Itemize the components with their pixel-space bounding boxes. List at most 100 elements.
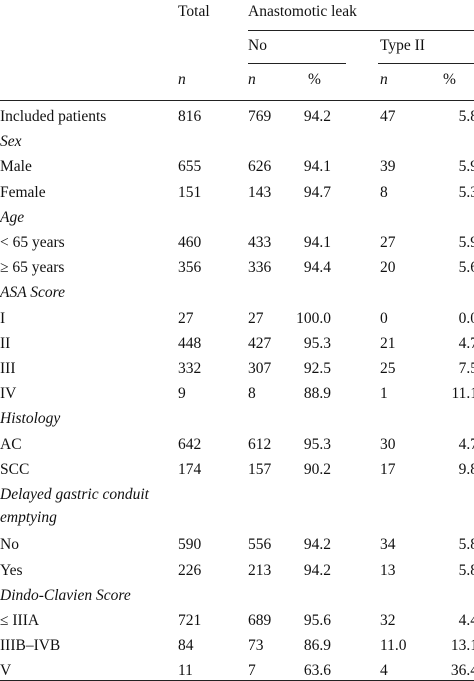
cell: 769 — [248, 108, 272, 125]
cell: 8 — [248, 385, 256, 403]
cell: 655 — [178, 158, 202, 176]
cell: 7 — [248, 662, 256, 680]
cell: 86.9 — [303, 637, 331, 655]
cell: 32 — [380, 612, 396, 629]
rule — [378, 63, 474, 64]
cell: 20 — [380, 259, 396, 277]
unit-header: n — [178, 71, 186, 88]
cell: 5.8 — [458, 561, 474, 579]
cell: 27 — [248, 309, 264, 327]
cell: 27 — [178, 309, 194, 327]
cell: 5.9 — [458, 234, 474, 251]
cell: 88.9 — [303, 385, 331, 403]
section-label: Histology — [0, 410, 61, 428]
cell: 4 — [380, 662, 388, 680]
cell: 94.4 — [303, 259, 331, 277]
cell: 73 — [248, 637, 264, 655]
cell: 5.3 — [458, 183, 474, 201]
cell: 721 — [178, 612, 202, 629]
rule — [0, 100, 474, 101]
cell: 95.3 — [303, 334, 331, 352]
cell: 90.2 — [303, 460, 331, 478]
row-label: Female — [0, 183, 46, 201]
cell: 94.1 — [303, 158, 331, 176]
cell: 143 — [248, 183, 272, 201]
cell: 7.5 — [458, 360, 474, 377]
cell: 9 — [178, 385, 186, 403]
cell: 8 — [380, 183, 388, 201]
cell: 626 — [248, 158, 272, 176]
cell: 94.7 — [303, 183, 331, 201]
cell: 13 — [380, 561, 396, 579]
cell: 94.1 — [303, 234, 331, 251]
cell: 84 — [178, 637, 194, 655]
cell: 21 — [380, 334, 396, 352]
cell: 226 — [178, 561, 202, 579]
cell: 13.1 — [450, 637, 474, 655]
row-label: AC — [0, 435, 22, 453]
cell: 36.4 — [450, 662, 474, 680]
cell: 460 — [178, 234, 202, 251]
cell: 0 — [380, 309, 388, 327]
row-label: Male — [0, 158, 32, 176]
cell: 556 — [248, 536, 272, 554]
row-label: SCC — [0, 460, 30, 478]
unit-header: % — [308, 71, 321, 88]
unit-header: n — [248, 71, 256, 88]
cell: 25 — [380, 360, 396, 377]
cell: 4.7 — [458, 334, 474, 352]
cell: 17 — [380, 460, 396, 478]
cell: 39 — [380, 158, 396, 176]
row-label: V — [0, 662, 12, 680]
cell: 92.5 — [303, 360, 331, 377]
rule — [248, 63, 346, 64]
cell: 213 — [248, 561, 272, 579]
row-label: I — [0, 309, 6, 327]
cell: 433 — [248, 234, 272, 251]
group-header: Anastomotic leak — [248, 3, 357, 20]
section-label: Delayed gastric conduit emptying — [0, 486, 149, 526]
unit-header: n — [380, 71, 388, 88]
cell: 448 — [178, 334, 202, 352]
row-label: IV — [0, 385, 17, 403]
row-label: ≥ 65 years — [0, 259, 65, 277]
row-label: II — [0, 334, 11, 352]
cell: 307 — [248, 360, 272, 377]
rule — [248, 30, 474, 31]
row-label: Yes — [0, 561, 23, 579]
row-label: No — [0, 536, 19, 554]
cell: 612 — [248, 435, 272, 453]
cell: 5.8 — [458, 536, 474, 554]
cell: 11.0 — [380, 637, 407, 655]
cell: 1 — [380, 385, 388, 403]
row-label: IIIB–IVB — [0, 637, 61, 655]
cell: 5.8 — [458, 108, 474, 125]
col-header: No — [248, 37, 267, 54]
section-label: Dindo-Clavien Score — [0, 586, 131, 604]
cell: 9.8 — [458, 460, 474, 478]
row-label: < 65 years — [0, 234, 65, 251]
cell: 174 — [178, 460, 202, 478]
row-label: Included patients — [0, 108, 107, 125]
cell: 63.6 — [303, 662, 331, 680]
cell: 27 — [380, 234, 396, 251]
cell: 11.1 — [451, 385, 474, 403]
cell: 590 — [178, 536, 202, 554]
cell: 94.2 — [303, 561, 331, 579]
row-label: ≤ IIIA — [0, 612, 40, 629]
cell: 95.6 — [303, 612, 331, 629]
unit-header: % — [443, 71, 456, 88]
cell: 336 — [248, 259, 272, 277]
section-label: Age — [0, 208, 25, 226]
cell: 816 — [178, 108, 202, 125]
cell: 4.4 — [458, 612, 474, 629]
cell: 0.0 — [458, 309, 474, 327]
cell: 332 — [178, 360, 202, 377]
cell: 95.3 — [303, 435, 331, 453]
cell: 157 — [248, 460, 272, 478]
cell: 47 — [380, 108, 396, 125]
cell: 30 — [380, 435, 396, 453]
cell: 151 — [178, 183, 202, 201]
cell: 4.7 — [458, 435, 474, 453]
